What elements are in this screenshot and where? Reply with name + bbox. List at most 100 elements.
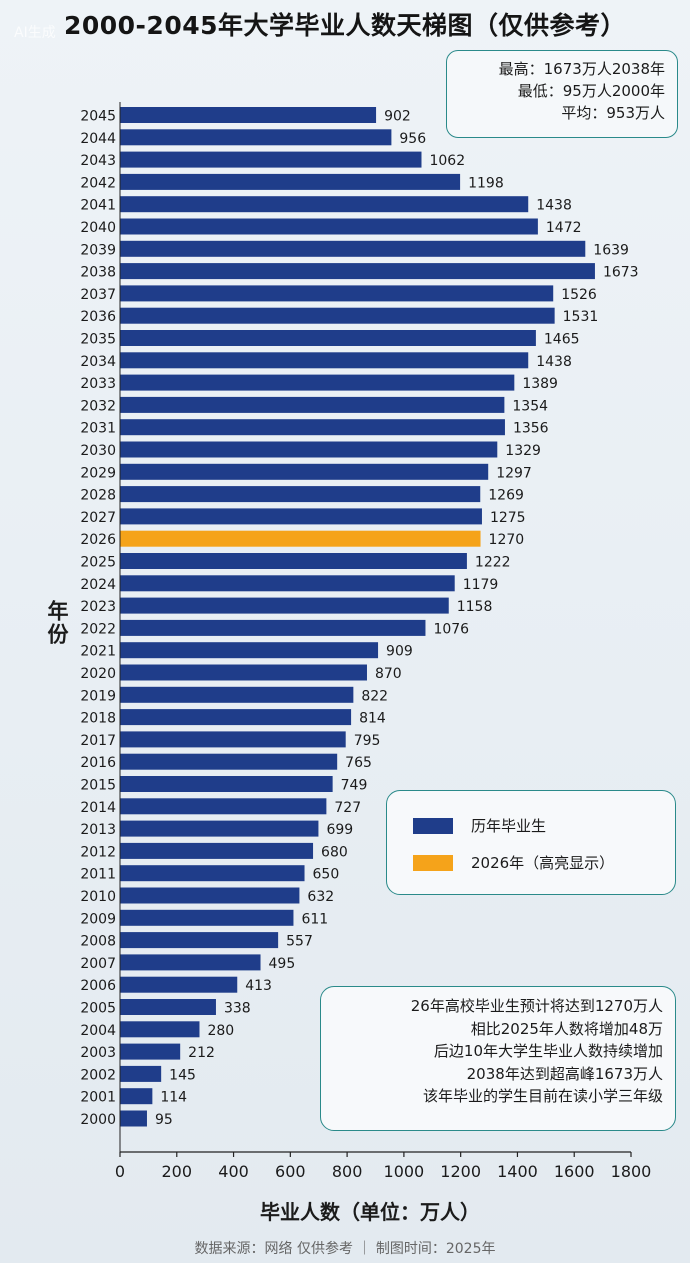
year-label-2023: 2023 xyxy=(80,599,116,615)
stats-max: 最高：1673万人2038年 xyxy=(498,60,665,78)
year-label-2039: 2039 xyxy=(80,242,116,258)
year-label-2026: 2026 xyxy=(80,532,116,548)
bar-2043 xyxy=(120,151,422,168)
legend-item-normal: 历年毕业生 xyxy=(413,815,546,836)
year-label-2043: 2043 xyxy=(80,153,116,169)
value-label-2018: 814 xyxy=(359,711,386,727)
value-label-2033: 1389 xyxy=(522,376,558,392)
bar-2032 xyxy=(120,396,505,413)
value-label-2021: 909 xyxy=(386,644,413,660)
value-label-2020: 870 xyxy=(375,666,402,682)
note-line: 相比2025年人数将增加48万 xyxy=(470,1019,663,1038)
year-label-2001: 2001 xyxy=(80,1090,116,1106)
value-label-2012: 680 xyxy=(321,844,348,860)
year-label-2011: 2011 xyxy=(80,867,116,883)
value-label-2042: 1198 xyxy=(468,175,504,191)
year-label-2021: 2021 xyxy=(80,644,116,660)
year-label-2002: 2002 xyxy=(80,1067,116,1083)
bar-2018 xyxy=(120,709,352,726)
value-label-2014: 727 xyxy=(334,800,361,816)
year-label-2019: 2019 xyxy=(80,688,116,704)
x-axis-label: 毕业人数（单位：万人） xyxy=(260,1200,480,1224)
value-label-2023: 1158 xyxy=(457,599,493,615)
bar-2001 xyxy=(120,1088,153,1105)
bar-2015 xyxy=(120,776,333,792)
value-label-2031: 1356 xyxy=(513,421,549,437)
year-label-2042: 2042 xyxy=(80,175,116,191)
bar-2011 xyxy=(120,865,305,882)
year-label-2014: 2014 xyxy=(80,800,116,816)
year-label-2012: 2012 xyxy=(80,844,116,860)
value-label-2010: 632 xyxy=(307,889,334,905)
value-label-2000: 95 xyxy=(155,1112,173,1128)
year-label-2041: 2041 xyxy=(80,198,116,214)
chart-title: 2000-2045年大学毕业人数天梯图（仅供参考） xyxy=(63,11,627,40)
bar-2038 xyxy=(120,263,595,280)
value-label-2001: 114 xyxy=(160,1090,187,1106)
value-label-2039: 1639 xyxy=(593,242,629,258)
value-label-2028: 1269 xyxy=(488,488,524,504)
year-label-2025: 2025 xyxy=(80,555,116,571)
year-label-2007: 2007 xyxy=(80,956,116,972)
value-label-2030: 1329 xyxy=(505,443,541,459)
bar-2026 xyxy=(120,530,481,547)
value-label-2004: 280 xyxy=(207,1023,234,1039)
legend-item-highlight: 2026年（高亮显示） xyxy=(413,852,614,873)
note-line: 26年高校毕业生预计将达到1270万人 xyxy=(410,997,663,1015)
source-note: 数据来源：网络 仅供参考 ｜ 制图时间：2025年 xyxy=(194,1241,496,1257)
year-label-2033: 2033 xyxy=(80,376,116,392)
value-label-2029: 1297 xyxy=(496,465,532,481)
year-label-2028: 2028 xyxy=(80,488,116,504)
x-tick-label-1200: 1200 xyxy=(440,1162,481,1181)
bar-2014 xyxy=(120,798,327,815)
bar-2002 xyxy=(120,1065,162,1082)
year-label-2044: 2044 xyxy=(80,131,116,147)
year-label-2000: 2000 xyxy=(80,1112,116,1128)
value-label-2013: 699 xyxy=(326,822,353,838)
x-tick-label-1000: 1000 xyxy=(384,1162,425,1181)
bar-2033 xyxy=(120,374,515,391)
value-label-2025: 1222 xyxy=(475,555,511,571)
bar-2040 xyxy=(120,218,538,235)
year-label-2034: 2034 xyxy=(80,354,116,370)
bar-2000 xyxy=(120,1110,147,1127)
y-axis-label: 年份 xyxy=(45,600,69,646)
legend-label-highlight: 2026年（高亮显示） xyxy=(471,854,615,872)
bar-2024 xyxy=(120,575,455,592)
bar-2028 xyxy=(120,486,481,503)
legend: 历年毕业生 2026年（高亮显示） xyxy=(386,790,676,895)
bar-2045 xyxy=(120,107,377,123)
year-label-2024: 2024 xyxy=(80,577,116,593)
value-label-2022: 1076 xyxy=(433,621,469,637)
value-label-2037: 1526 xyxy=(561,287,597,303)
year-label-2017: 2017 xyxy=(80,733,116,749)
x-tick-label-800: 800 xyxy=(332,1162,363,1181)
value-label-2026: 1270 xyxy=(489,532,525,548)
stats-box: 最高：1673万人2038年 最低：95万人2000年 平均：953万人 xyxy=(446,50,678,138)
year-label-2003: 2003 xyxy=(80,1045,116,1061)
bar-2005 xyxy=(120,999,216,1015)
value-label-2034: 1438 xyxy=(536,354,572,370)
year-label-2006: 2006 xyxy=(80,978,116,994)
bar-2017 xyxy=(120,731,346,748)
bar-2013 xyxy=(120,820,319,837)
value-label-2038: 1673 xyxy=(603,265,639,281)
value-label-2027: 1275 xyxy=(490,510,526,526)
year-label-2035: 2035 xyxy=(80,332,116,348)
year-label-2004: 2004 xyxy=(80,1023,116,1039)
value-label-2043: 1062 xyxy=(429,153,465,169)
year-label-2029: 2029 xyxy=(80,465,116,481)
year-label-2016: 2016 xyxy=(80,755,116,771)
year-label-2040: 2040 xyxy=(80,220,116,236)
value-label-2006: 413 xyxy=(245,978,272,994)
value-label-2005: 338 xyxy=(224,1001,251,1017)
note-line: 2038年达到超高峰1673万人 xyxy=(466,1064,663,1083)
value-label-2003: 212 xyxy=(188,1045,215,1061)
bar-2029 xyxy=(120,463,489,480)
value-label-2036: 1531 xyxy=(563,309,599,325)
year-label-2038: 2038 xyxy=(80,265,116,281)
value-label-2041: 1438 xyxy=(536,198,572,214)
bar-2006 xyxy=(120,976,238,993)
value-label-2044: 956 xyxy=(399,131,426,147)
year-label-2032: 2032 xyxy=(80,398,116,414)
